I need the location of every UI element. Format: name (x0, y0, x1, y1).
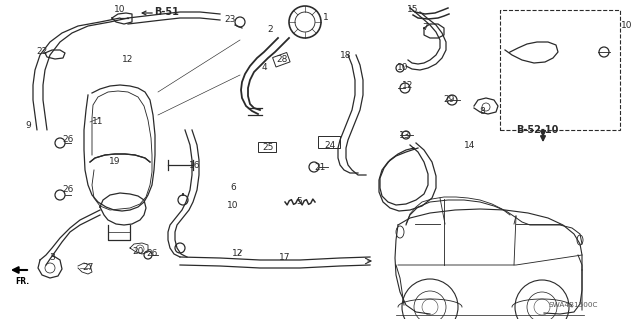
Text: 10: 10 (397, 63, 409, 71)
Text: 18: 18 (340, 50, 352, 60)
Text: B-52-10: B-52-10 (516, 125, 558, 135)
Bar (318, 136, 340, 148)
Text: 10: 10 (115, 5, 125, 14)
Text: 11: 11 (92, 117, 104, 127)
Text: 25: 25 (262, 144, 274, 152)
Text: 8: 8 (479, 107, 485, 115)
Text: 26: 26 (147, 249, 157, 258)
Text: 19: 19 (109, 158, 121, 167)
Text: 29: 29 (444, 95, 454, 105)
Text: 12: 12 (122, 56, 134, 64)
Text: 4: 4 (261, 63, 267, 72)
Text: FR.: FR. (15, 278, 29, 286)
Bar (273, 52, 290, 67)
Text: 1: 1 (323, 13, 329, 23)
Text: 13: 13 (399, 130, 411, 139)
Text: 9: 9 (25, 121, 31, 130)
Text: 28: 28 (276, 56, 288, 64)
Text: 22: 22 (36, 48, 47, 56)
Text: 7: 7 (422, 23, 428, 32)
Bar (258, 142, 276, 152)
Text: 20: 20 (132, 248, 144, 256)
Text: 10: 10 (621, 20, 633, 29)
Text: 17: 17 (279, 253, 291, 262)
Text: 21: 21 (314, 162, 326, 172)
Text: B-51: B-51 (155, 7, 179, 17)
Text: 2: 2 (267, 26, 273, 34)
Text: SWA4B1500C: SWA4B1500C (548, 302, 598, 308)
Text: 26: 26 (62, 186, 74, 195)
Text: 16: 16 (189, 160, 201, 169)
Text: 3: 3 (49, 254, 55, 263)
Text: 24: 24 (324, 140, 335, 150)
Text: 14: 14 (464, 140, 476, 150)
Text: 12: 12 (403, 80, 413, 90)
Text: 6: 6 (230, 183, 236, 192)
Text: 5: 5 (296, 197, 302, 205)
Text: 12: 12 (232, 249, 244, 257)
Text: 23: 23 (224, 16, 236, 25)
Bar (500, 10, 620, 130)
Text: 15: 15 (407, 5, 419, 14)
Text: 26: 26 (62, 136, 74, 145)
Text: 10: 10 (227, 201, 239, 210)
Text: 27: 27 (83, 263, 93, 272)
